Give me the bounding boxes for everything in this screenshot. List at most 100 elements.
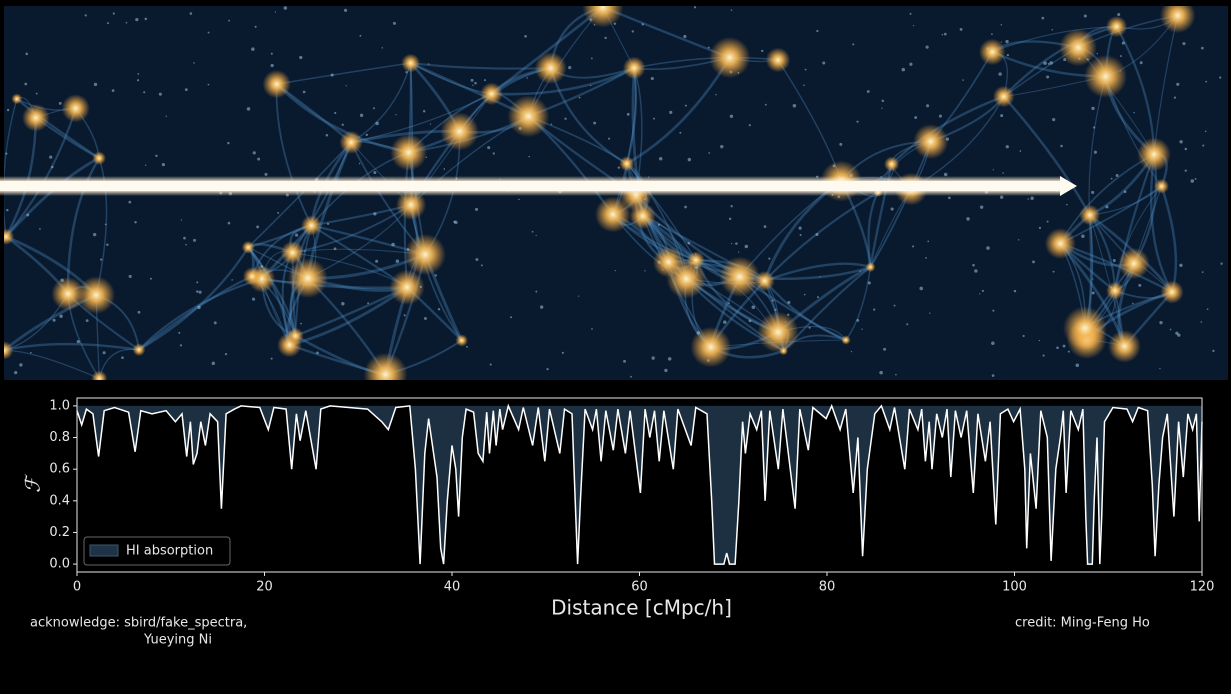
speck <box>212 362 215 365</box>
legend-swatch <box>90 545 118 556</box>
halo <box>709 37 750 78</box>
speck <box>14 371 17 374</box>
speck <box>472 85 473 86</box>
speck <box>1000 196 1003 199</box>
page: 0204060801001200.00.20.40.60.81.0Distanc… <box>0 0 1231 694</box>
speck <box>199 291 202 294</box>
speck <box>39 228 41 230</box>
annotation: credit: Ming-Feng Ho <box>1015 616 1150 631</box>
speck <box>256 226 259 229</box>
speck <box>1170 329 1172 331</box>
speck <box>443 168 445 170</box>
speck <box>909 63 912 66</box>
speck <box>19 363 22 366</box>
speck <box>208 32 210 34</box>
speck <box>668 357 672 361</box>
speck <box>359 35 361 37</box>
halo <box>11 93 22 104</box>
speck <box>391 243 395 247</box>
speck <box>1043 355 1045 357</box>
speck <box>1039 227 1041 229</box>
speck <box>851 351 852 352</box>
speck <box>685 105 687 107</box>
halo <box>242 241 255 254</box>
speck <box>879 371 883 375</box>
speck <box>423 110 425 112</box>
speck <box>632 30 634 32</box>
speck <box>856 319 859 322</box>
speck <box>590 85 591 86</box>
speck <box>1116 174 1119 177</box>
speck <box>803 84 805 86</box>
speck <box>346 85 347 86</box>
speck <box>375 260 378 263</box>
speck <box>271 64 274 67</box>
speck <box>1049 61 1053 65</box>
speck <box>883 348 886 351</box>
speck <box>644 270 645 271</box>
x-tick-label: 40 <box>444 580 461 595</box>
speck <box>428 63 430 65</box>
speck <box>59 315 62 318</box>
speck <box>53 319 56 322</box>
speck <box>761 50 763 52</box>
speck <box>895 374 897 376</box>
speck <box>683 35 686 38</box>
speck <box>787 301 790 304</box>
halo <box>623 57 646 80</box>
speck <box>948 197 951 200</box>
y-tick-label: 0.8 <box>49 430 70 445</box>
speck <box>653 118 655 120</box>
speck <box>688 242 691 245</box>
halo <box>243 267 261 285</box>
speck <box>86 319 89 322</box>
speck <box>524 35 527 38</box>
speck <box>137 73 139 75</box>
legend: HI absorption <box>84 537 230 565</box>
speck <box>487 146 490 149</box>
halo <box>508 95 550 137</box>
speck <box>7 109 9 111</box>
speck <box>344 9 347 12</box>
speck <box>214 321 217 324</box>
speck <box>658 224 660 226</box>
halo <box>62 94 90 122</box>
speck <box>526 77 527 78</box>
speck <box>856 121 858 123</box>
speck <box>1084 14 1087 17</box>
halo <box>1154 179 1169 194</box>
cosmic-web-image <box>0 0 1228 396</box>
speck <box>300 323 302 325</box>
speck <box>1138 284 1141 287</box>
speck <box>208 84 210 86</box>
speck <box>275 11 276 12</box>
speck <box>100 259 102 261</box>
speck <box>1205 81 1207 83</box>
speck <box>551 123 553 125</box>
speck <box>926 46 929 49</box>
speck <box>231 279 233 281</box>
speck <box>1019 150 1021 152</box>
speck <box>998 72 1001 75</box>
speck <box>902 68 906 72</box>
speck <box>723 320 727 324</box>
speck <box>752 305 756 309</box>
arrow-shaft <box>0 181 1062 191</box>
speck <box>1190 179 1194 183</box>
speck <box>1159 368 1160 369</box>
speck <box>942 34 943 35</box>
speck <box>30 352 32 354</box>
speck <box>145 18 148 21</box>
speck <box>271 53 273 55</box>
speck <box>484 79 486 81</box>
speck <box>277 212 279 214</box>
speck <box>765 104 767 106</box>
speck <box>253 151 256 154</box>
speck <box>475 208 478 211</box>
speck <box>1056 346 1059 349</box>
speck <box>1140 61 1143 64</box>
speck <box>1182 42 1185 45</box>
speck <box>1007 54 1009 56</box>
speck <box>295 233 298 236</box>
speck <box>36 93 38 95</box>
